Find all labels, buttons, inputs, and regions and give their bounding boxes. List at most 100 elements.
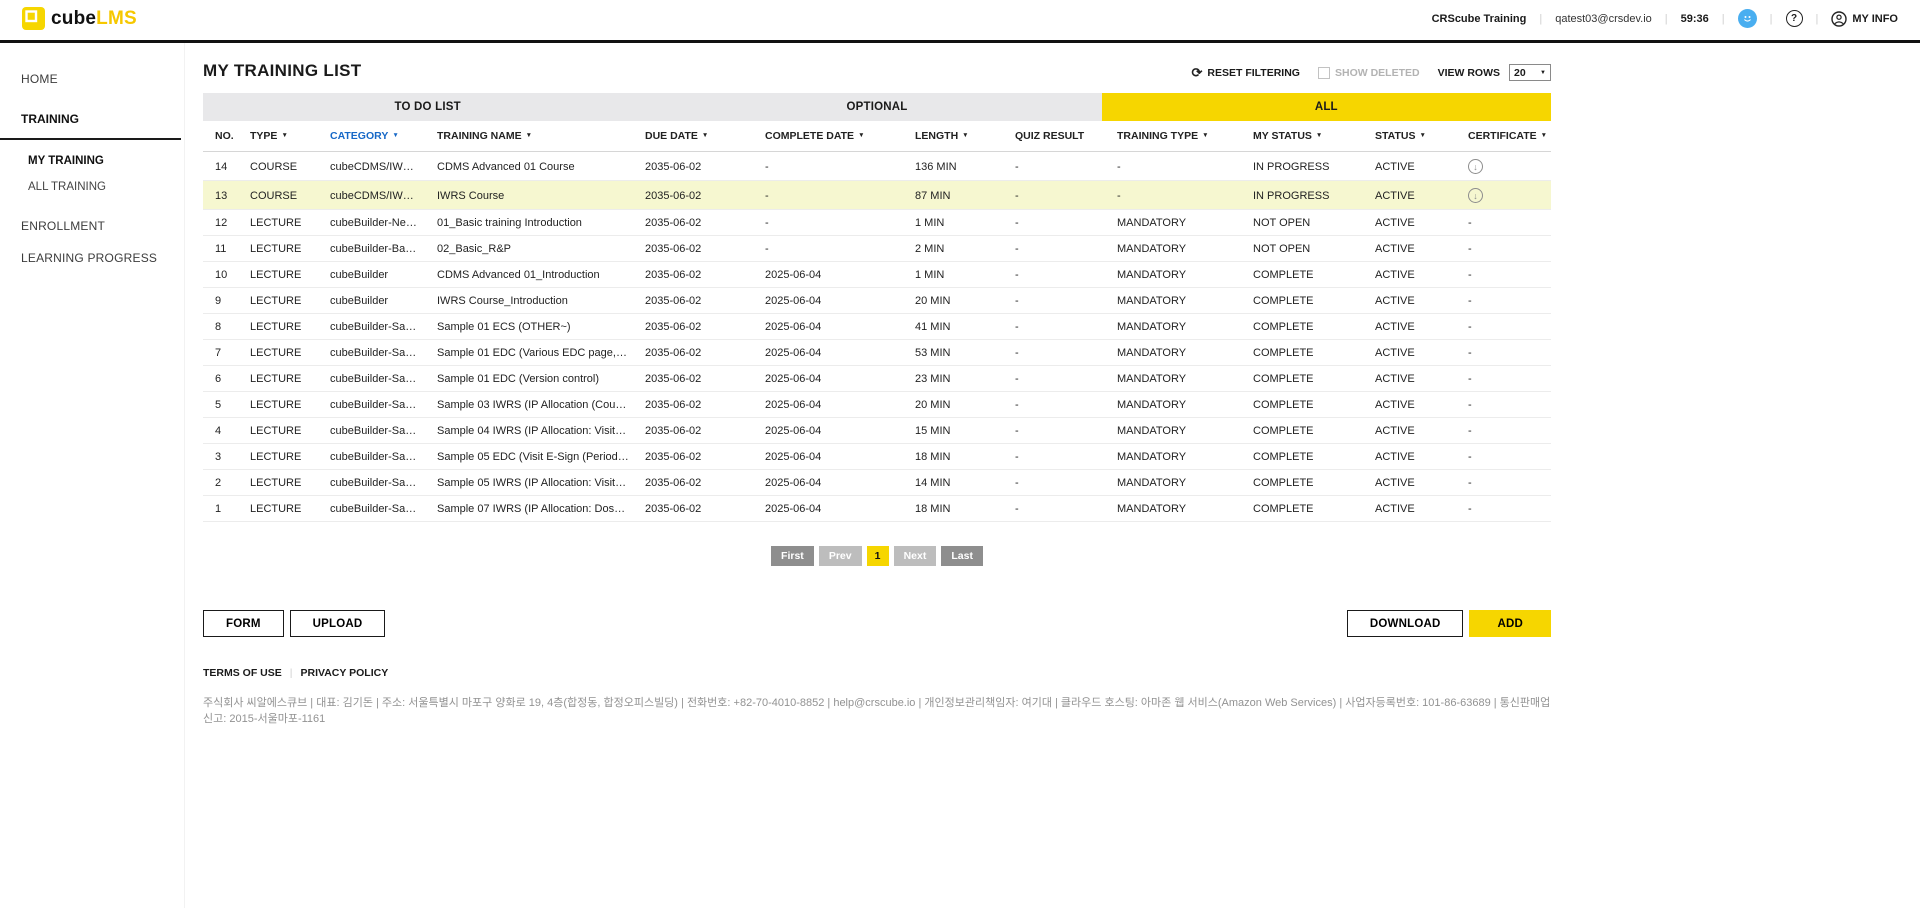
column-header-type[interactable]: TYPE▼ xyxy=(238,121,318,152)
cell-certificate: - xyxy=(1456,236,1551,262)
pagination-first-button[interactable]: First xyxy=(771,546,814,566)
reset-filtering-button[interactable]: ⟳ RESET FILTERING xyxy=(1192,67,1300,79)
cell-certificate: ↓ xyxy=(1456,152,1551,181)
table-row[interactable]: 13 COURSE cubeCDMS/IWRS/P… IWRS Course 2… xyxy=(203,181,1551,210)
cell-type: LECTURE xyxy=(238,470,318,496)
sidebar-item-training[interactable]: TRAINING xyxy=(0,103,181,140)
table-row[interactable]: 6 LECTURE cubeBuilder-Sampl… Sample 01 E… xyxy=(203,366,1551,392)
cell-status: ACTIVE xyxy=(1363,181,1456,210)
cell-training-type: MANDATORY xyxy=(1105,496,1241,522)
cell-training-name[interactable]: Sample 05 IWRS (IP Allocation: Visit+Run… xyxy=(425,470,633,496)
sidebar-item-my-training[interactable]: MY TRAINING xyxy=(0,148,184,174)
table-row[interactable]: 8 LECTURE cubeBuilder-Sampl… Sample 01 E… xyxy=(203,314,1551,340)
tab-all[interactable]: ALL xyxy=(1102,93,1551,121)
cell-training-name[interactable]: Sample 01 ECS (OTHER~) xyxy=(425,314,633,340)
column-header-training-name[interactable]: TRAINING NAME▼ xyxy=(425,121,633,152)
cell-training-name[interactable]: IWRS Course_Introduction xyxy=(425,288,633,314)
column-header-due-date[interactable]: DUE DATE▼ xyxy=(633,121,753,152)
chat-icon[interactable] xyxy=(1738,9,1757,28)
pagination: First Prev 1 Next Last xyxy=(203,546,1551,566)
column-header-training-type[interactable]: TRAINING TYPE▼ xyxy=(1105,121,1241,152)
cell-my-status: COMPLETE xyxy=(1241,444,1363,470)
column-header-length[interactable]: LENGTH▼ xyxy=(903,121,1003,152)
cell-due-date: 2035-06-02 xyxy=(633,262,753,288)
pagination-page-1-button[interactable]: 1 xyxy=(867,546,889,566)
table-row[interactable]: 7 LECTURE cubeBuilder-Sampl… Sample 01 E… xyxy=(203,340,1551,366)
column-header-category[interactable]: CATEGORY▼ xyxy=(318,121,425,152)
cell-training-name[interactable]: IWRS Course xyxy=(425,181,633,210)
sidebar-item-all-training[interactable]: ALL TRAINING xyxy=(0,174,184,200)
cell-length: 23 MIN xyxy=(903,366,1003,392)
sidebar-item-home[interactable]: HOME xyxy=(0,63,184,95)
cell-training-type: MANDATORY xyxy=(1105,262,1241,288)
table-row[interactable]: 12 LECTURE cubeBuilder-New c… 01_Basic t… xyxy=(203,210,1551,236)
sidebar-item-learning-progress[interactable]: LEARNING PROGRESS xyxy=(0,242,184,274)
table-row[interactable]: 11 LECTURE cubeBuilder-Basic … 02_Basic_… xyxy=(203,236,1551,262)
cell-complete-date: 2025-06-04 xyxy=(753,262,903,288)
column-header-status[interactable]: STATUS▼ xyxy=(1363,121,1456,152)
upload-button[interactable]: UPLOAD xyxy=(290,610,386,637)
certificate-download-icon[interactable]: ↓ xyxy=(1468,188,1483,203)
cell-complete-date: 2025-06-04 xyxy=(753,418,903,444)
pagination-last-button[interactable]: Last xyxy=(941,546,983,566)
table-row[interactable]: 5 LECTURE cubeBuilder-Sampl… Sample 03 I… xyxy=(203,392,1551,418)
cell-training-name[interactable]: CDMS Advanced 01 Course xyxy=(425,152,633,181)
table-row[interactable]: 1 LECTURE cubeBuilder-Sampl… Sample 07 I… xyxy=(203,496,1551,522)
cell-no: 5 xyxy=(203,392,238,418)
cell-training-name[interactable]: Sample 01 EDC (Various EDC page, Central… xyxy=(425,340,633,366)
pagination-prev-button[interactable]: Prev xyxy=(819,546,862,566)
cell-no: 14 xyxy=(203,152,238,181)
show-deleted-checkbox[interactable] xyxy=(1318,67,1330,79)
cell-training-name[interactable]: 01_Basic training Introduction xyxy=(425,210,633,236)
tab-optional[interactable]: OPTIONAL xyxy=(652,93,1101,121)
user-email[interactable]: qatest03@crsdev.io xyxy=(1555,13,1652,25)
company-info: 주식회사 씨알에스큐브 | 대표: 김기돈 | 주소: 서울특별시 마포구 양화… xyxy=(203,694,1551,726)
cell-category: cubeBuilder xyxy=(318,288,425,314)
cell-training-name[interactable]: Sample 05 EDC (Visit E-Sign (Period), It… xyxy=(425,444,633,470)
pagination-next-button[interactable]: Next xyxy=(894,546,937,566)
cell-training-name[interactable]: Sample 03 IWRS (IP Allocation (Count typ… xyxy=(425,392,633,418)
cubelms-logo[interactable]: cubeLMS xyxy=(22,7,137,30)
cell-training-name[interactable]: 02_Basic_R&P xyxy=(425,236,633,262)
privacy-policy-link[interactable]: PRIVACY POLICY xyxy=(301,667,389,679)
cell-category: cubeCDMS/IWRS/P… xyxy=(318,152,425,181)
filter-caret-icon: ▼ xyxy=(1541,132,1547,139)
add-button[interactable]: ADD xyxy=(1469,610,1551,637)
tab-to-do-list[interactable]: TO DO LIST xyxy=(203,93,652,121)
show-deleted-toggle[interactable]: SHOW DELETED xyxy=(1318,67,1420,79)
table-row[interactable]: 9 LECTURE cubeBuilder IWRS Course_Introd… xyxy=(203,288,1551,314)
filter-caret-icon: ▼ xyxy=(1419,132,1425,139)
my-info-button[interactable]: MY INFO xyxy=(1831,11,1898,27)
table-row[interactable]: 4 LECTURE cubeBuilder-Sampl… Sample 04 I… xyxy=(203,418,1551,444)
cell-my-status: NOT OPEN xyxy=(1241,210,1363,236)
column-header-my-status[interactable]: MY STATUS▼ xyxy=(1241,121,1363,152)
form-button[interactable]: FORM xyxy=(203,610,284,637)
cell-training-name[interactable]: Sample 04 IWRS (IP Allocation: Visit+Bac… xyxy=(425,418,633,444)
table-row[interactable]: 3 LECTURE cubeBuilder-Sampl… Sample 05 E… xyxy=(203,444,1551,470)
cell-training-name[interactable]: Sample 07 IWRS (IP Allocation: Dose+Cou… xyxy=(425,496,633,522)
cell-my-status: COMPLETE xyxy=(1241,392,1363,418)
download-button[interactable]: DOWNLOAD xyxy=(1347,610,1464,637)
filter-caret-icon: ▼ xyxy=(392,132,398,139)
cell-type: LECTURE xyxy=(238,314,318,340)
certificate-download-icon[interactable]: ↓ xyxy=(1468,159,1483,174)
table-row[interactable]: 14 COURSE cubeCDMS/IWRS/P… CDMS Advanced… xyxy=(203,152,1551,181)
cell-complete-date: - xyxy=(753,236,903,262)
cell-length: 18 MIN xyxy=(903,496,1003,522)
cell-training-name[interactable]: Sample 01 EDC (Version control) xyxy=(425,366,633,392)
view-rows-select[interactable]: 20 ▼ xyxy=(1509,64,1551,81)
cell-certificate: - xyxy=(1456,470,1551,496)
header-divider: | xyxy=(1665,13,1668,25)
column-header-certificate[interactable]: CERTIFICATE▼ xyxy=(1456,121,1551,152)
cell-quiz-result: - xyxy=(1003,418,1105,444)
table-row[interactable]: 2 LECTURE cubeBuilder-Sampl… Sample 05 I… xyxy=(203,470,1551,496)
help-icon[interactable]: ? xyxy=(1786,10,1803,27)
column-header-complete-date[interactable]: COMPLETE DATE▼ xyxy=(753,121,903,152)
sidebar-item-enrollment[interactable]: ENROLLMENT xyxy=(0,210,184,242)
table-row[interactable]: 10 LECTURE cubeBuilder CDMS Advanced 01_… xyxy=(203,262,1551,288)
cell-training-type: MANDATORY xyxy=(1105,340,1241,366)
cell-certificate: - xyxy=(1456,366,1551,392)
cell-training-name[interactable]: CDMS Advanced 01_Introduction xyxy=(425,262,633,288)
terms-of-use-link[interactable]: TERMS OF USE xyxy=(203,667,282,679)
cell-no: 6 xyxy=(203,366,238,392)
